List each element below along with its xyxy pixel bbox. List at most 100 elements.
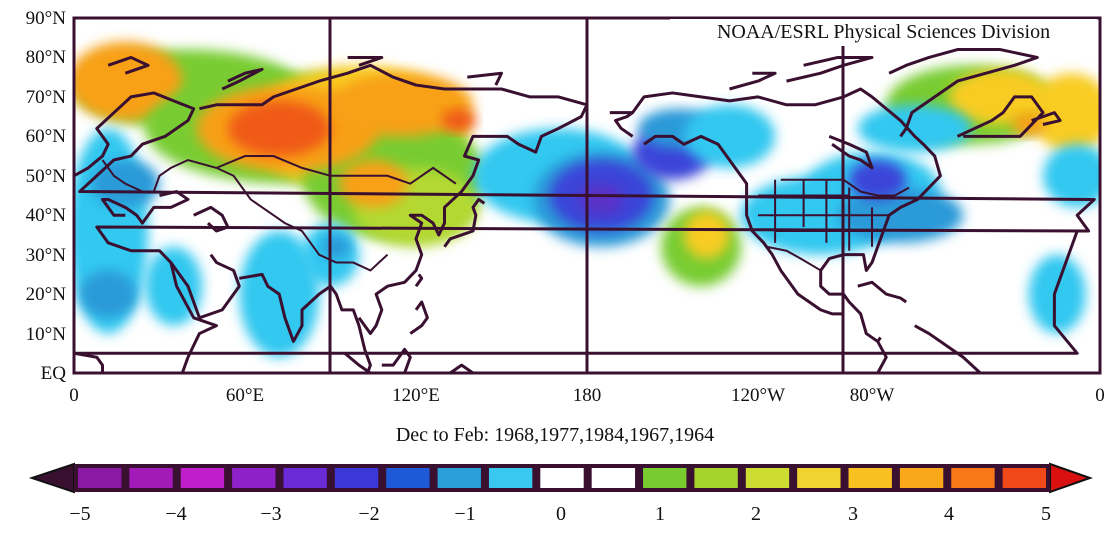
anomaly-contour-orange-red: [227, 100, 331, 157]
lon-tick-label: 80°W: [849, 385, 895, 406]
colorbar-left-arrow: [28, 462, 75, 494]
border-segment: [766, 245, 822, 272]
coastlines: [74, 48, 1096, 373]
lat-tick-label: 60°N: [25, 126, 66, 148]
neutral-region: [420, 18, 640, 60]
coastline-segment: [449, 363, 474, 373]
anomaly-contour-light-blue: [857, 104, 972, 153]
colorbar-swatch: [488, 468, 533, 488]
colorbar-right-arrow: [1049, 462, 1094, 494]
colorbar-swatch: [591, 468, 636, 488]
colorbar-tick-label: 3: [848, 503, 858, 525]
coastline-segment: [956, 95, 1045, 138]
anomaly-contour-dark-blue: [849, 160, 907, 200]
coastline-segment: [729, 71, 777, 91]
anomaly-contour-yellow: [683, 211, 730, 259]
colorbar-tick-label: 5: [1041, 503, 1051, 525]
lon-tick-label: 120°W: [730, 385, 786, 406]
colorbar: [28, 462, 1094, 494]
coastline-segment: [343, 352, 372, 373]
coastline-segment: [199, 63, 589, 336]
colorbar-swatch: [1002, 468, 1046, 488]
colorbar-swatch: [334, 468, 379, 488]
colorbar-swatch: [694, 468, 738, 488]
lon-tick-label: 60°E: [225, 385, 265, 406]
colorbar-tick-label: 1: [655, 503, 665, 525]
coastline-segment: [409, 300, 429, 335]
lat-tick-label: 30°N: [25, 244, 66, 266]
border-segment: [780, 178, 910, 197]
coastline-segment: [1031, 111, 1062, 126]
coastline-segment: [643, 134, 844, 316]
colorbar-swatch: [386, 468, 430, 488]
colorbar-swatch: [78, 468, 122, 488]
colorbar-swatch: [643, 468, 687, 488]
anomaly-contour-orange: [74, 41, 183, 121]
lat-tick-label: 40°N: [25, 205, 66, 227]
colorbar-swatch: [283, 468, 327, 488]
colorbar-swatch: [797, 468, 841, 488]
anomaly-contour-orange-red: [441, 108, 476, 133]
colorbar-tick-label: −4: [165, 503, 187, 525]
lat-tick-label: 20°N: [25, 284, 66, 306]
colorbar-swatch: [951, 468, 995, 488]
anomaly-contour-light-blue: [145, 246, 203, 326]
coastline-segment: [239, 272, 372, 373]
colorbar-tick-label: −3: [260, 503, 282, 525]
coastline-segment: [414, 273, 424, 288]
coastline-segment: [914, 324, 982, 373]
colorbar-swatch: [899, 468, 944, 488]
colorbar-tick-label: −1: [454, 503, 476, 525]
anomaly-contour-orange: [339, 160, 408, 208]
coastline-segment: [443, 197, 486, 248]
coastline-segment: [857, 280, 908, 304]
coastline-segment: [221, 67, 264, 91]
data-credit: NOAA/ESRL Physical Sciences Division: [670, 19, 1097, 46]
colorbar-tick-label: 0: [556, 503, 566, 525]
border-segment: [101, 158, 389, 272]
coastline-segment: [786, 55, 874, 83]
colorbar-swatch: [232, 468, 276, 488]
colorbar-swatch: [540, 468, 584, 488]
composite-caption: Dec to Feb: 1968,1977,1984,1967,1964: [395, 424, 715, 446]
coastline-segment: [609, 87, 942, 343]
anomaly-contour-light-blue: [683, 104, 776, 168]
colorbar-tick-label: 2: [751, 503, 761, 525]
coastline-segment: [614, 111, 634, 138]
colorbar-tick-label: −2: [358, 503, 380, 525]
colorbar-swatch: [129, 468, 173, 488]
coastline-segment: [74, 351, 104, 373]
coastline-segment: [101, 190, 190, 225]
lat-tick-label: 80°N: [25, 47, 66, 69]
coastline-segment: [107, 55, 150, 75]
lat-tick-label: 90°N: [25, 8, 66, 29]
lat-tick-label: 10°N: [25, 323, 66, 345]
lon-tick-label: 0: [1095, 385, 1105, 406]
anomaly-contour-yellow: [1031, 73, 1100, 153]
coastline-segment: [876, 340, 888, 373]
coastline-segment: [193, 205, 230, 233]
coastline-segment: [381, 347, 412, 373]
colorbar-tick-label: 4: [944, 503, 954, 525]
colorbar-swatch: [745, 468, 790, 488]
lat-tick-label: 70°N: [25, 86, 66, 108]
colorbar-tick-label: −5: [69, 503, 91, 525]
anomaly-contour-light-blue: [1043, 144, 1100, 208]
anomaly-contour-light-blue: [1028, 254, 1086, 334]
colorbar-swatch: [180, 468, 225, 488]
anomaly-contour-yellow: [948, 69, 1052, 125]
coastline-segment: [74, 230, 1079, 355]
lat-tick-label: EQ: [40, 363, 66, 384]
anomaly-contour-blue: [79, 270, 137, 318]
coastline-segment: [888, 48, 1039, 138]
border-segment: [216, 155, 457, 185]
anomaly-contour-blue: [321, 234, 351, 259]
lon-tick-label: 0: [69, 385, 79, 406]
coastline-segment: [828, 134, 874, 170]
anomaly-contour-indigo: [578, 183, 625, 216]
colorbar-swatch: [437, 468, 481, 488]
lon-tick-label: 120°E: [392, 385, 440, 406]
coastline-segment: [347, 55, 384, 67]
coastline-segment: [74, 91, 1096, 373]
